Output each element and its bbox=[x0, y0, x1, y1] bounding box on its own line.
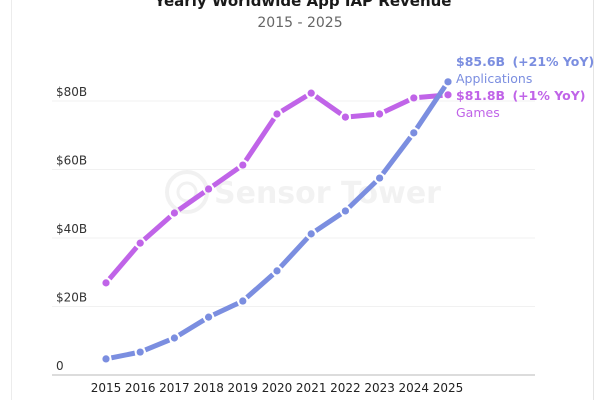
y-tick-label: $20B bbox=[56, 291, 87, 305]
applications-change: (+21% YoY) bbox=[512, 54, 594, 69]
data-point bbox=[170, 209, 178, 217]
data-point bbox=[444, 78, 452, 86]
series-line-segment bbox=[211, 166, 240, 188]
series-line-segment bbox=[314, 94, 343, 116]
series-line-segment bbox=[107, 245, 139, 281]
frame-right-border bbox=[593, 0, 594, 400]
data-point bbox=[410, 94, 418, 102]
data-point bbox=[376, 174, 384, 182]
frame-left-border bbox=[11, 0, 12, 400]
data-point bbox=[307, 89, 315, 97]
x-tick-label: 2019 bbox=[228, 381, 259, 395]
y-tick-label: $80B bbox=[56, 85, 87, 99]
series-line-segment bbox=[347, 180, 378, 209]
data-point bbox=[170, 334, 178, 342]
series-line-segment bbox=[414, 84, 448, 130]
applications-series-label: Applications bbox=[456, 71, 532, 86]
series-line-segment bbox=[314, 211, 343, 233]
watermark-text: Sensor Tower bbox=[214, 176, 441, 211]
series-line-segment bbox=[245, 272, 275, 300]
series-line-segment bbox=[177, 317, 206, 338]
data-point bbox=[102, 279, 110, 287]
data-point bbox=[239, 161, 247, 169]
games-value: $81.8B bbox=[456, 88, 505, 103]
data-point bbox=[410, 129, 418, 137]
data-point bbox=[136, 239, 144, 247]
y-tick-label: 0 bbox=[56, 359, 64, 373]
series-line-segment bbox=[280, 93, 308, 114]
x-tick-label: 2022 bbox=[330, 381, 361, 395]
data-point bbox=[376, 110, 384, 118]
x-tick-label: 2018 bbox=[193, 381, 224, 395]
x-tick-label: 2021 bbox=[296, 381, 327, 395]
series-line-segment bbox=[350, 112, 375, 120]
series-line-segment bbox=[278, 236, 310, 269]
watermark: Sensor Tower bbox=[165, 170, 441, 214]
series-line-segment bbox=[110, 350, 136, 361]
data-point bbox=[307, 230, 315, 238]
series-line-segment bbox=[177, 190, 206, 212]
data-point bbox=[102, 355, 110, 363]
series-line-segment bbox=[380, 135, 413, 176]
applications-value: $85.6B bbox=[456, 54, 505, 69]
x-tick-label: 2020 bbox=[262, 381, 293, 395]
watermark-logo-inner bbox=[176, 181, 198, 203]
series-line-segment bbox=[144, 337, 171, 353]
x-tick-label: 2023 bbox=[364, 381, 395, 395]
games-value-label: $81.8B (+1% YoY) bbox=[456, 88, 585, 103]
data-point bbox=[273, 110, 281, 118]
y-tick-label: $60B bbox=[56, 154, 87, 168]
series-line-segment bbox=[212, 301, 239, 318]
data-point bbox=[341, 207, 349, 215]
x-tick-label: 2015 bbox=[91, 381, 122, 395]
data-point bbox=[341, 113, 349, 121]
x-tick-label: 2017 bbox=[159, 381, 190, 395]
x-tick-label: 2016 bbox=[125, 381, 156, 395]
data-point bbox=[444, 91, 452, 99]
series-line-segment bbox=[142, 214, 172, 242]
chart-subtitle: 2015 - 2025 bbox=[257, 15, 343, 31]
y-tick-label: $40B bbox=[56, 222, 87, 236]
data-point bbox=[205, 185, 213, 193]
data-point bbox=[273, 267, 281, 275]
data-point bbox=[136, 348, 144, 356]
games-change: (+1% YoY) bbox=[512, 88, 585, 103]
series-line-segment bbox=[243, 117, 277, 162]
games-series-label: Games bbox=[456, 105, 500, 120]
series-games bbox=[102, 89, 452, 287]
data-point bbox=[205, 313, 213, 321]
data-point bbox=[239, 297, 247, 305]
applications-value-label: $85.6B (+21% YoY) bbox=[456, 54, 594, 69]
x-tick-label: 2024 bbox=[399, 381, 430, 395]
chart-title: Yearly Worldwide App IAP Revenue bbox=[154, 0, 452, 10]
series-applications bbox=[102, 78, 452, 363]
series-line-segment bbox=[383, 97, 410, 114]
x-tick-label: 2025 bbox=[433, 381, 464, 395]
